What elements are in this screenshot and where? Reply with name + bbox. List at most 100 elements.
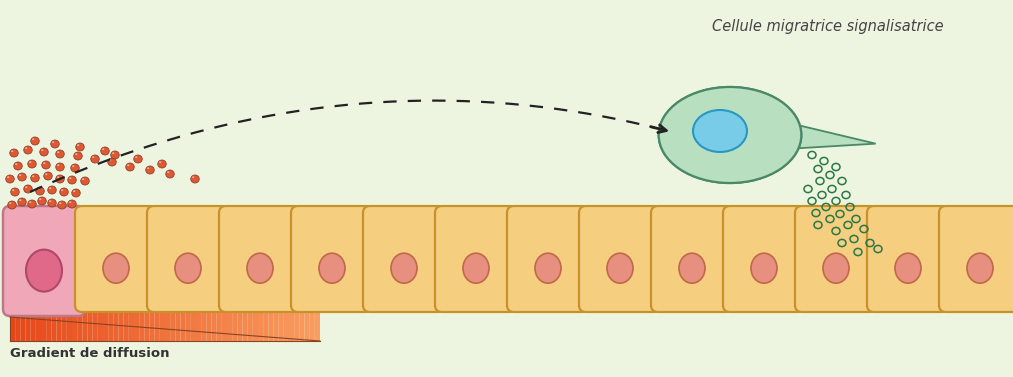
- Ellipse shape: [192, 176, 194, 178]
- Ellipse shape: [37, 188, 40, 190]
- Ellipse shape: [57, 176, 60, 178]
- Text: Gradient de diffusion: Gradient de diffusion: [10, 347, 169, 360]
- Polygon shape: [242, 299, 247, 341]
- Ellipse shape: [109, 159, 111, 161]
- Ellipse shape: [147, 167, 149, 169]
- FancyBboxPatch shape: [651, 206, 733, 312]
- Ellipse shape: [679, 253, 705, 283]
- Polygon shape: [134, 291, 139, 341]
- Ellipse shape: [18, 173, 26, 181]
- Ellipse shape: [82, 178, 84, 180]
- Polygon shape: [119, 290, 124, 341]
- Polygon shape: [108, 289, 113, 341]
- Polygon shape: [67, 285, 72, 341]
- Ellipse shape: [58, 201, 66, 209]
- Polygon shape: [247, 299, 253, 341]
- Polygon shape: [180, 294, 185, 341]
- Polygon shape: [113, 289, 119, 341]
- Polygon shape: [47, 284, 52, 341]
- Polygon shape: [82, 287, 87, 341]
- Ellipse shape: [127, 164, 130, 166]
- Ellipse shape: [56, 150, 64, 158]
- Polygon shape: [795, 124, 875, 149]
- Ellipse shape: [40, 198, 42, 200]
- Ellipse shape: [8, 201, 16, 209]
- Polygon shape: [258, 300, 263, 341]
- Ellipse shape: [61, 189, 63, 191]
- Polygon shape: [217, 297, 222, 341]
- Polygon shape: [202, 296, 207, 341]
- Ellipse shape: [44, 172, 53, 180]
- Ellipse shape: [44, 162, 46, 164]
- Ellipse shape: [658, 87, 801, 183]
- FancyBboxPatch shape: [939, 206, 1013, 312]
- Ellipse shape: [57, 164, 60, 166]
- Ellipse shape: [110, 151, 120, 159]
- Polygon shape: [35, 283, 41, 341]
- Polygon shape: [207, 296, 212, 341]
- Ellipse shape: [60, 188, 68, 196]
- Polygon shape: [310, 304, 315, 341]
- Polygon shape: [253, 300, 258, 341]
- Polygon shape: [150, 292, 155, 341]
- Ellipse shape: [107, 158, 116, 166]
- Polygon shape: [30, 283, 35, 341]
- Polygon shape: [57, 285, 62, 341]
- Polygon shape: [222, 297, 227, 341]
- Polygon shape: [87, 287, 92, 341]
- Ellipse shape: [27, 200, 36, 208]
- Polygon shape: [72, 286, 77, 341]
- Ellipse shape: [167, 171, 169, 173]
- FancyBboxPatch shape: [363, 206, 445, 312]
- Ellipse shape: [103, 253, 129, 283]
- FancyBboxPatch shape: [867, 206, 949, 312]
- Ellipse shape: [19, 199, 21, 201]
- Ellipse shape: [25, 147, 27, 149]
- Ellipse shape: [166, 170, 174, 178]
- Ellipse shape: [49, 200, 52, 202]
- Ellipse shape: [73, 190, 75, 192]
- Polygon shape: [20, 282, 25, 341]
- FancyBboxPatch shape: [723, 206, 805, 312]
- Polygon shape: [299, 303, 305, 341]
- Ellipse shape: [49, 187, 52, 189]
- Ellipse shape: [112, 152, 114, 154]
- Polygon shape: [62, 285, 67, 341]
- Ellipse shape: [59, 202, 62, 204]
- Ellipse shape: [71, 164, 79, 172]
- Ellipse shape: [23, 185, 32, 193]
- Polygon shape: [284, 302, 289, 341]
- Ellipse shape: [247, 253, 272, 283]
- Polygon shape: [289, 303, 294, 341]
- Ellipse shape: [51, 140, 59, 148]
- Ellipse shape: [81, 177, 89, 185]
- Ellipse shape: [72, 189, 80, 197]
- Ellipse shape: [19, 174, 21, 176]
- Ellipse shape: [77, 144, 79, 146]
- Polygon shape: [190, 295, 196, 341]
- Polygon shape: [124, 290, 129, 341]
- Ellipse shape: [75, 153, 77, 155]
- Ellipse shape: [18, 198, 26, 206]
- Ellipse shape: [29, 201, 31, 203]
- Ellipse shape: [57, 151, 60, 153]
- Ellipse shape: [535, 253, 561, 283]
- Ellipse shape: [69, 177, 71, 179]
- Ellipse shape: [175, 253, 201, 283]
- Ellipse shape: [10, 149, 18, 157]
- Ellipse shape: [76, 143, 84, 151]
- Ellipse shape: [48, 199, 57, 207]
- Ellipse shape: [30, 137, 40, 145]
- Ellipse shape: [391, 253, 417, 283]
- Polygon shape: [139, 291, 144, 341]
- Ellipse shape: [12, 189, 14, 191]
- Ellipse shape: [146, 166, 154, 174]
- Ellipse shape: [37, 197, 47, 205]
- Ellipse shape: [72, 165, 74, 167]
- Polygon shape: [103, 288, 108, 341]
- Ellipse shape: [11, 150, 13, 152]
- Ellipse shape: [40, 148, 49, 156]
- Ellipse shape: [74, 152, 82, 160]
- Polygon shape: [41, 284, 47, 341]
- Ellipse shape: [32, 138, 34, 140]
